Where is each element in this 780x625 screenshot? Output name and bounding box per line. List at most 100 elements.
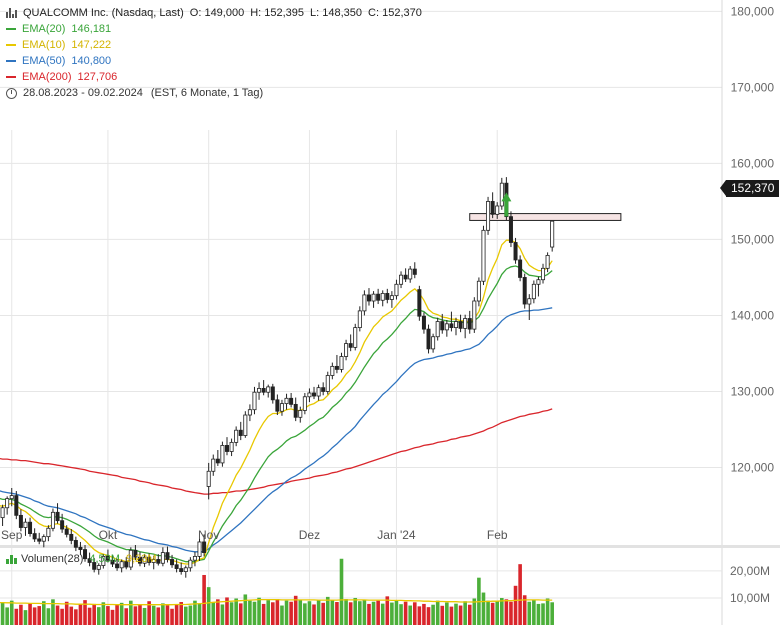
volume-bar	[133, 606, 138, 625]
volume-bar	[252, 601, 257, 625]
candle-body	[83, 549, 88, 560]
volume-bar	[161, 603, 165, 625]
candle-body	[486, 201, 491, 231]
volume-bar	[74, 609, 78, 625]
candle-body	[266, 386, 271, 393]
candle-body	[458, 321, 463, 329]
ema20-value: 146,181	[71, 23, 112, 35]
candle-body	[179, 568, 184, 573]
candle-body	[531, 283, 536, 300]
volume-bar	[179, 602, 183, 625]
candle-body	[14, 495, 19, 516]
volume-bar	[399, 604, 403, 625]
volume-bar	[106, 606, 110, 625]
volume-bar	[243, 594, 248, 625]
candle-body	[476, 280, 481, 302]
candle-body	[312, 392, 317, 397]
candle-body	[495, 205, 500, 215]
candle-body	[357, 310, 362, 329]
volume-bar	[55, 605, 60, 625]
volume-bar	[183, 606, 188, 625]
candle-body	[165, 552, 170, 560]
x-tick-label: Jan '24	[377, 528, 416, 542]
date-range-row[interactable]: 28.08.2023 - 09.02.2024 (EST, 6 Monate, …	[6, 85, 428, 101]
candle-body	[55, 511, 60, 522]
volume-bar	[220, 604, 225, 625]
volume-average-line	[0, 598, 553, 606]
ema20-label: EMA(20)	[22, 23, 66, 35]
candle-body	[518, 259, 523, 278]
volume-bar	[83, 600, 87, 625]
volume-bar	[316, 600, 321, 625]
y-tick-label: 150,000	[731, 232, 775, 246]
candle-body	[467, 318, 472, 330]
y-tick-label: 140,000	[731, 308, 775, 322]
volume-bar	[518, 564, 522, 625]
volume-bar	[151, 605, 156, 625]
candle-body	[348, 343, 353, 348]
candle-body	[527, 298, 532, 305]
volume-bar	[367, 603, 371, 625]
volume-bar	[348, 602, 353, 625]
candle-body	[96, 565, 101, 570]
candle-body	[69, 533, 74, 541]
volume-bar	[28, 603, 32, 625]
volume-bar	[225, 597, 229, 625]
volume-bar	[435, 600, 440, 625]
volume-bar	[5, 607, 9, 625]
volume-bar	[280, 605, 284, 625]
y-tick-label: 160,000	[731, 156, 775, 170]
volume-bar	[271, 602, 275, 625]
volume-bar	[422, 603, 426, 625]
candle-body	[73, 540, 78, 548]
volume-bar	[9, 600, 14, 625]
candle-body	[522, 277, 527, 305]
candle-body	[124, 561, 129, 568]
volume-bar	[78, 604, 83, 625]
candle-body	[156, 559, 161, 564]
candle-body	[9, 495, 14, 500]
x-tick-label: Dez	[299, 528, 320, 542]
candle-body	[481, 229, 486, 282]
last-price-tag: 152,370	[719, 180, 780, 197]
ema20-swatch	[6, 28, 16, 30]
volume-bar	[412, 602, 417, 625]
candle-body	[247, 409, 252, 416]
volume-bar	[527, 601, 532, 625]
candle-body	[449, 323, 454, 329]
volume-bar	[124, 608, 129, 625]
candle-body	[362, 294, 367, 312]
candle-body	[105, 556, 110, 561]
volume-bar	[142, 607, 147, 625]
volume-bar	[261, 603, 266, 625]
volume-bar	[376, 600, 380, 625]
buy-signal-arrow	[501, 192, 512, 217]
candle-body	[257, 388, 262, 393]
candle-body	[339, 356, 344, 370]
volume-value2: 9,23M	[125, 553, 157, 565]
volume-label: Volumen(28)	[21, 553, 84, 565]
candle-body	[513, 242, 518, 261]
candle-body	[289, 397, 294, 405]
candle-body	[417, 289, 422, 317]
volume-bar	[509, 601, 513, 625]
volume-bar	[545, 598, 550, 625]
volume-bar	[234, 598, 238, 625]
volume-bar	[46, 608, 51, 625]
ema50-line	[0, 307, 553, 553]
candle-body	[412, 268, 417, 275]
candle-body	[220, 445, 225, 464]
volume-bar	[266, 600, 271, 625]
volume-bar	[257, 597, 261, 625]
volume-bar	[312, 604, 316, 625]
indicator-ema20: EMA(20) 146,181	[6, 21, 428, 37]
chart-legend: QUALCOMM Inc. (Nasdaq, Last) O: 149,000 …	[6, 5, 428, 101]
volume-bar	[284, 600, 289, 625]
volume-bar	[467, 604, 472, 625]
volume-bar	[165, 605, 170, 625]
volume-bar	[454, 603, 458, 625]
volume-bar	[390, 602, 394, 625]
candle-body	[284, 397, 289, 405]
candle-body	[137, 556, 142, 564]
